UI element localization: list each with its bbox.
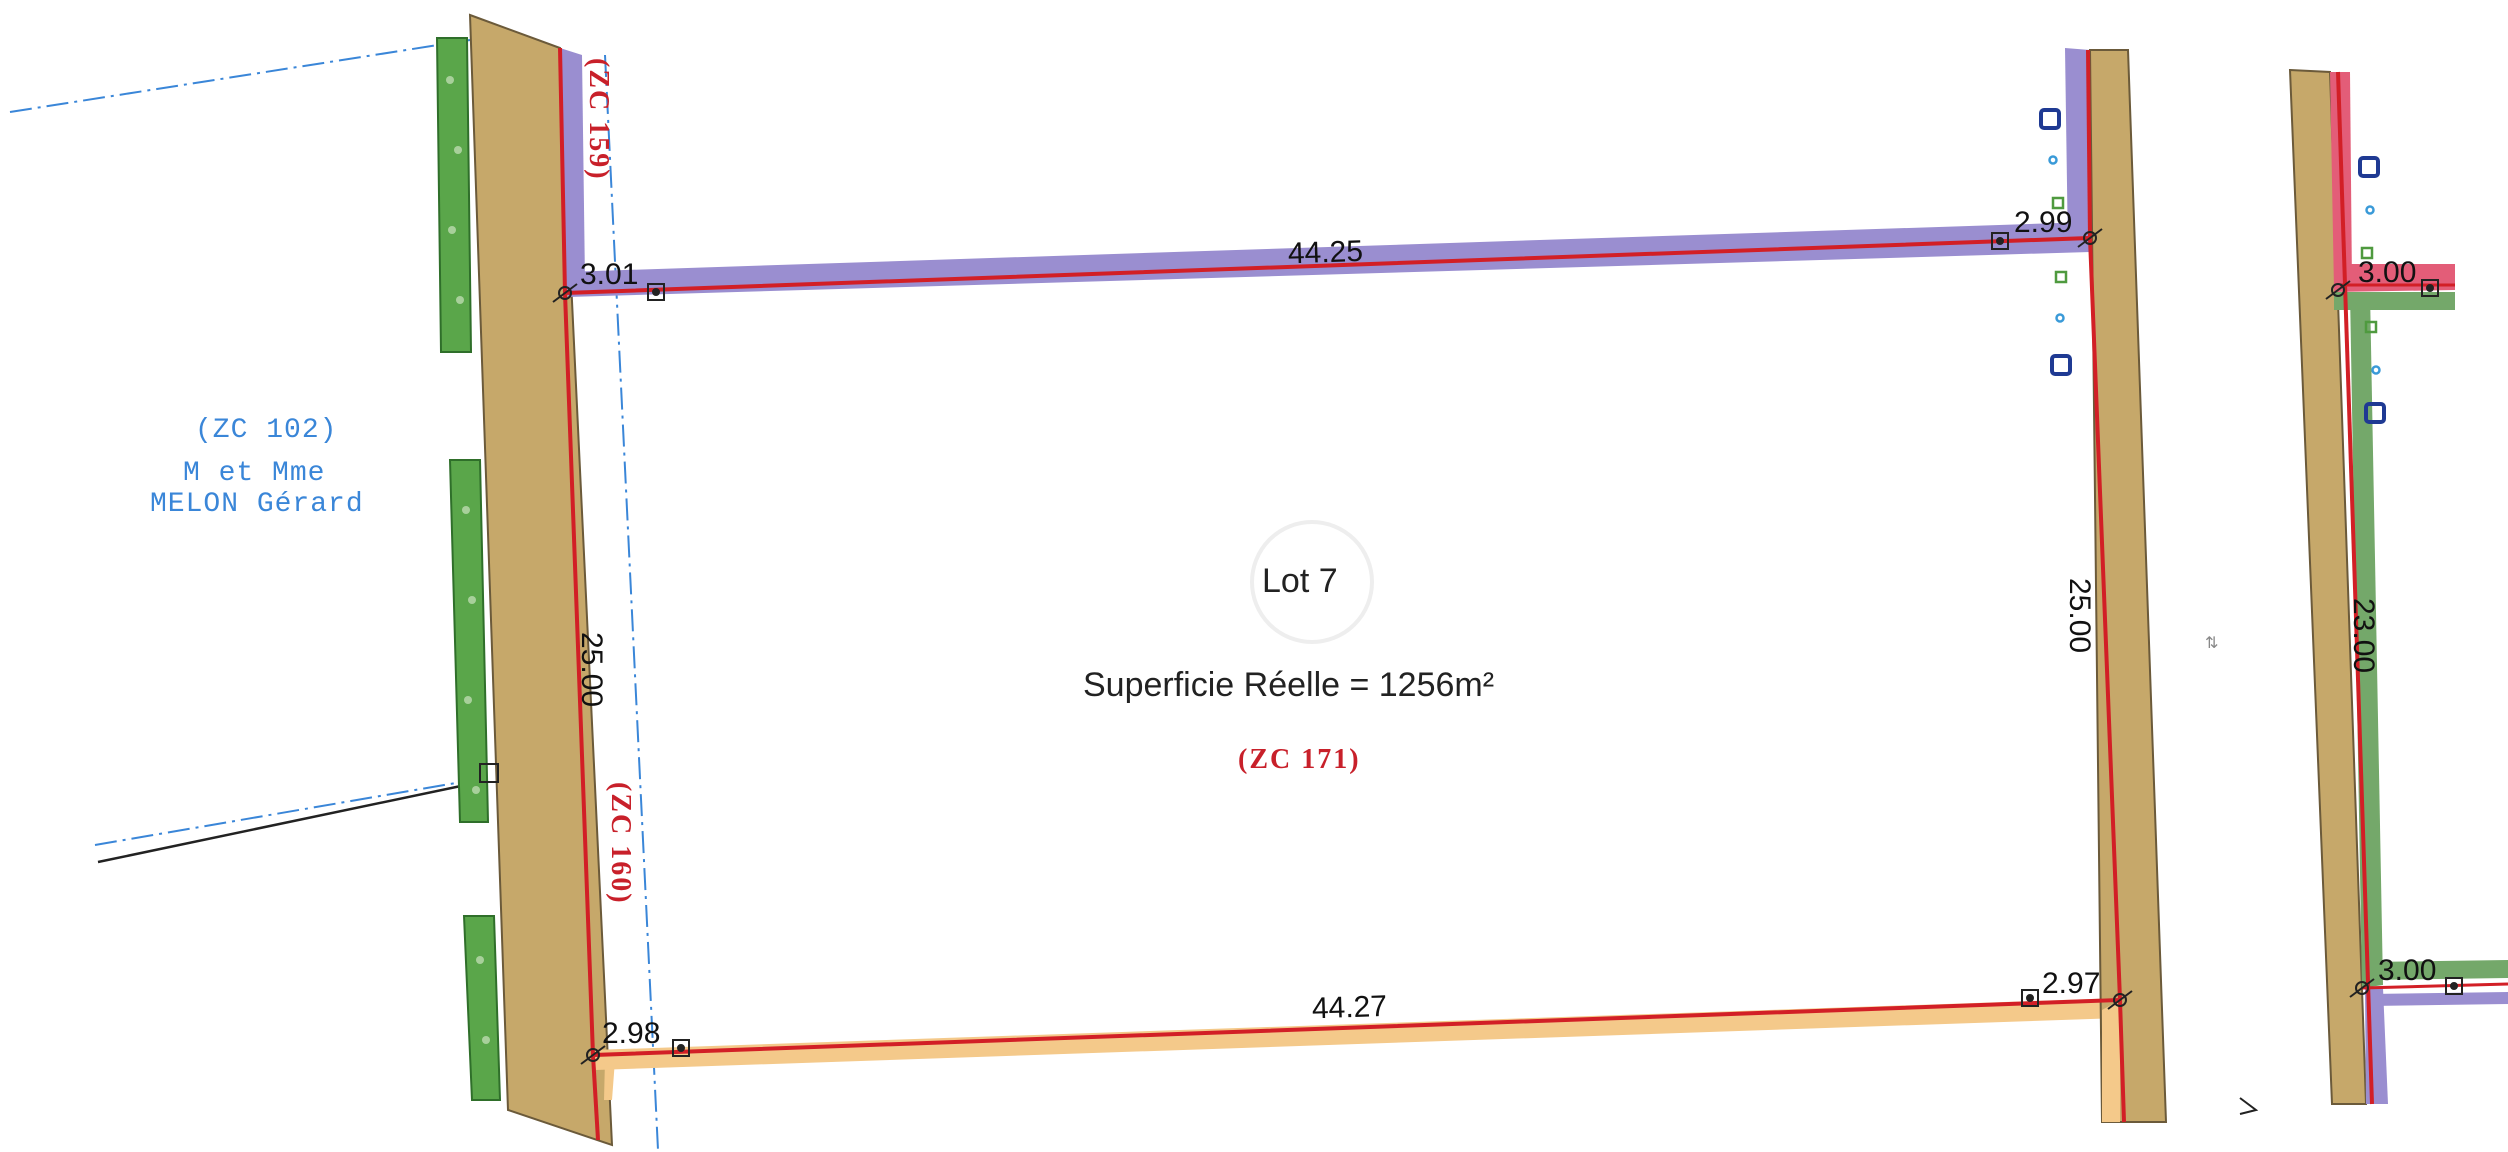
owner-line-2: MELON Gérard	[150, 489, 364, 520]
lot-7-boundary-ext-top	[558, 47, 567, 294]
dimension-top: 44.25	[1287, 235, 1363, 270]
survey-marker-icon	[552, 228, 2375, 1065]
lot-7-boundary-ext-bottom	[591, 1054, 600, 1141]
neighbor-strip-right-bottom	[2102, 1000, 2120, 1122]
neighbor-parcel-left: (ZC 160)	[605, 782, 636, 905]
cadastral-reference-lines	[9, 39, 659, 1151]
north-mark: ⇅	[2205, 633, 2218, 652]
dimension-left: 25.00	[575, 632, 608, 707]
lot-7-boundary-ext-right-bottom	[2118, 999, 2126, 1123]
hedge	[435, 37, 502, 1101]
lot-7-boundary-ext-right-top	[2086, 49, 2092, 239]
dimension-neighbor-top: 3.00	[2358, 256, 2416, 289]
owner-line-1: M et Mme	[183, 458, 325, 489]
neighbor-strip-zc159	[560, 48, 585, 290]
neighbor-strip-green-bottom-h	[2368, 960, 2508, 980]
dimension-right: 25.00	[2063, 578, 2096, 653]
access-line	[97, 780, 481, 864]
water-meter-icon	[2048, 155, 2381, 375]
road-right	[2088, 49, 2168, 1123]
boundary-stone-icon	[479, 232, 2463, 1057]
lot-title: Lot 7	[1262, 562, 1338, 600]
neighbor-strip-right-top	[2065, 48, 2092, 252]
dimension-corner-top-left: 3.01	[580, 258, 638, 291]
neighbor-strip-bottom	[593, 998, 2120, 1070]
neighbor-strip-bottom-ext	[604, 1060, 615, 1100]
neighbor-boundary-right-bottom	[2361, 982, 2508, 990]
owner-parcel: (ZC 102)	[195, 415, 337, 446]
neighbor-parcel-top: (ZC 159)	[583, 58, 614, 181]
edge-mark	[2239, 1097, 2259, 1115]
dimension-neighbor-bottom: 3.00	[2378, 954, 2436, 987]
dimension-corner-bottom-right: 2.97	[2042, 967, 2100, 1000]
road-left	[468, 13, 614, 1147]
dimension-neighbor-side: 23.00	[2347, 598, 2380, 673]
lot-surface: Superficie Réelle = 1256m²	[1083, 666, 1494, 704]
neighbor-strip-purple-bottom-h	[2370, 992, 2508, 1006]
lot-7-boundary	[562, 235, 2123, 1058]
neighbor-boundary-right	[2336, 71, 2374, 1105]
dimension-corner-top-right: 2.99	[2014, 206, 2072, 239]
lot-parcel-ref: (ZC 171)	[1238, 744, 1361, 775]
hedge-texture	[446, 76, 490, 1044]
lot-label-halo	[1250, 520, 1374, 644]
neighbor-strip-green	[2350, 292, 2383, 988]
dimension-bottom: 44.27	[1311, 990, 1387, 1025]
telecom-chamber-icon	[2039, 108, 2386, 424]
dimension-corner-bottom-left: 2.98	[602, 1017, 660, 1050]
